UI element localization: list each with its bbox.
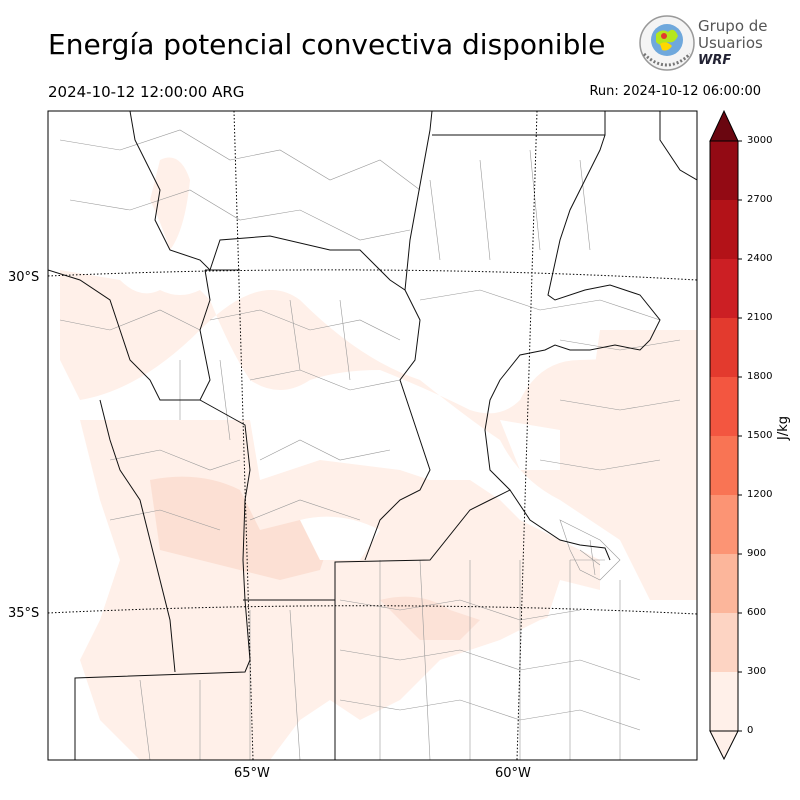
lat-label-35s: 35°S	[8, 606, 40, 621]
lat-label-30s: 30°S	[8, 270, 40, 285]
cape-gap-1	[300, 516, 380, 560]
colorbar-segment	[710, 495, 738, 554]
map-title: Energía potencial convectiva disponible	[48, 28, 606, 61]
border-cordoba-santafe	[364, 289, 431, 561]
colorbar-tick-label: 2100	[747, 312, 773, 323]
border-catamarca-tucuman	[129, 111, 433, 291]
lon-label-60w: 60°W	[495, 766, 531, 781]
colorbar-extend-bottom	[709, 730, 739, 761]
colorbar-extend-top	[709, 109, 739, 142]
logo-line3: WRF	[698, 53, 732, 68]
cape-region-east	[590, 330, 697, 600]
colorbar-tick-label: 1500	[747, 430, 773, 441]
colorbar-segment	[710, 554, 738, 613]
colorbar-tick-label: 2400	[747, 253, 773, 264]
colorbar-tick-label: 1200	[747, 489, 773, 500]
colorbar-segment	[710, 436, 738, 495]
colorbar-label: J/kg	[776, 416, 791, 440]
cape-gap-3	[520, 580, 690, 760]
colorbar-tick-label: 900	[747, 548, 767, 559]
colorbar	[709, 109, 742, 761]
wrf-users-logo: Grupo de Usuarios WRF	[638, 14, 768, 74]
border-sanluis	[74, 399, 251, 760]
colorbar-tick-label: 300	[747, 666, 767, 677]
colorbar-tick-label: 2700	[747, 194, 773, 205]
cape-region-max	[150, 476, 330, 580]
map-frame	[47, 110, 698, 761]
colorbar-segment	[710, 259, 738, 318]
colorbar-segment	[710, 200, 738, 259]
parallel-30s	[47, 269, 698, 281]
cape-shading	[60, 157, 697, 760]
colorbar-segment	[710, 141, 738, 200]
parallel-35s	[47, 605, 698, 615]
cape-region-north	[150, 157, 190, 250]
globe-logo-icon	[639, 15, 695, 71]
colorbar-segment	[710, 613, 738, 672]
lon-label-65w: 65°W	[234, 766, 270, 781]
logo-line2: Usuarios	[698, 34, 763, 52]
province-borders	[48, 111, 697, 760]
logo-line1: Grupo de	[698, 17, 768, 35]
colorbar-segment	[710, 318, 738, 377]
colorbar-outline	[709, 140, 739, 732]
department-borders	[59, 129, 681, 760]
colorbar-segment	[710, 672, 738, 731]
colorbar-tick-label: 0	[747, 725, 754, 736]
run-time: Run: 2024-10-12 06:00:00	[589, 84, 761, 99]
cape-region-patch	[380, 596, 480, 640]
colorbar-tick-label: 3000	[747, 135, 773, 146]
border-santafe-entrerios	[484, 134, 661, 491]
cape-gap-2	[500, 420, 560, 470]
colorbar-segment	[710, 377, 738, 436]
colorbar-tick-label: 1800	[747, 371, 773, 382]
graticule	[47, 110, 698, 761]
valid-time: 2024-10-12 12:00:00 ARG	[48, 83, 245, 101]
colorbar-tick-label: 600	[747, 607, 767, 618]
